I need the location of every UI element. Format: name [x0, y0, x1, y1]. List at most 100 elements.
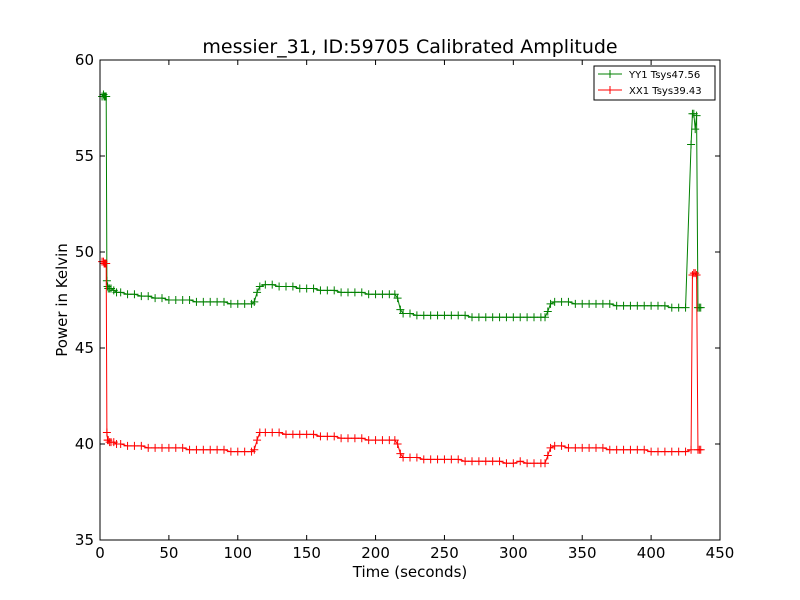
data-point [213, 297, 222, 306]
data-point [233, 299, 242, 308]
data-point [647, 447, 656, 456]
data-point [206, 445, 215, 454]
y-tick-label: 35 [75, 531, 94, 549]
data-point [696, 303, 705, 312]
data-point [412, 453, 421, 462]
data-point [468, 457, 476, 466]
data-point [530, 313, 538, 322]
data-point [371, 436, 380, 445]
x-tick-label: 250 [430, 544, 459, 562]
data-point [164, 443, 173, 452]
data-point [612, 301, 621, 310]
data-point [509, 459, 518, 468]
data-point [454, 311, 463, 320]
data-point [564, 297, 573, 306]
y-tick-label: 45 [75, 339, 94, 357]
data-point [144, 443, 153, 452]
data-point [302, 430, 311, 439]
data-point [185, 296, 194, 304]
data-point [488, 457, 497, 466]
data-point [288, 282, 297, 291]
data-point [647, 301, 656, 310]
data-point [261, 280, 270, 289]
data-point [199, 297, 208, 306]
data-point [592, 299, 600, 308]
data-point [268, 280, 277, 289]
data-point [116, 440, 125, 448]
data-point [585, 299, 594, 308]
data-point [364, 436, 373, 445]
data-point [419, 455, 428, 464]
data-point [626, 445, 635, 454]
data-point [619, 301, 628, 310]
data-point [213, 445, 222, 454]
data-point [123, 290, 132, 299]
data-point [255, 282, 264, 291]
data-point [171, 296, 180, 304]
data-point [350, 288, 359, 297]
legend-swatch-marker [606, 70, 614, 78]
legend-label: YY1 Tsys47.56 [628, 70, 700, 81]
data-point [691, 125, 700, 134]
data-point [302, 284, 311, 293]
x-tick-label: 0 [95, 544, 105, 562]
data-point [598, 299, 607, 308]
y-tick-label: 50 [75, 243, 94, 261]
data-point [158, 443, 166, 452]
data-point [667, 447, 676, 456]
data-point [696, 445, 705, 454]
data-point [516, 313, 525, 322]
data-point [330, 432, 339, 441]
data-point [687, 140, 696, 149]
data-point [633, 445, 642, 454]
data-point [474, 457, 483, 466]
data-point [282, 430, 290, 439]
data-point [393, 440, 402, 448]
data-point [550, 441, 559, 450]
data-point [509, 313, 518, 322]
data-point [261, 428, 270, 437]
data-point [516, 457, 525, 466]
data-point [393, 294, 402, 303]
data-point [151, 443, 160, 452]
data-point [171, 443, 180, 452]
data-point [378, 436, 387, 445]
data-point [350, 434, 359, 443]
data-point [523, 313, 532, 322]
data-point [546, 443, 555, 452]
data-point [674, 447, 683, 456]
x-tick-label: 50 [159, 544, 178, 562]
data-point [495, 457, 504, 466]
data-point [102, 259, 111, 268]
data-point [571, 299, 580, 308]
data-point [406, 453, 414, 462]
data-point [654, 447, 662, 456]
data-point [461, 457, 470, 466]
data-point [426, 311, 435, 320]
data-point [137, 441, 146, 450]
data-point [564, 443, 573, 452]
data-point [316, 432, 325, 441]
data-point [364, 290, 373, 299]
y-tick-label: 40 [75, 435, 94, 453]
data-point [557, 297, 566, 306]
data-point [640, 445, 649, 454]
y-axis-label: Power in Kelvin [53, 243, 71, 357]
data-point [546, 299, 555, 308]
data-point [543, 307, 552, 316]
data-point [406, 309, 414, 318]
series-1 [98, 257, 705, 468]
chart-title: messier_31, ID:59705 Calibrated Amplitud… [202, 36, 617, 58]
x-tick-label: 200 [361, 544, 390, 562]
data-point [102, 428, 111, 437]
data-point [371, 290, 380, 299]
data-point [541, 313, 550, 322]
data-point [130, 290, 139, 299]
data-point [357, 434, 366, 443]
data-point [612, 445, 621, 454]
data-point [158, 294, 166, 303]
x-axis-label: Time (seconds) [352, 563, 468, 581]
data-point [447, 311, 456, 320]
data-point [378, 290, 387, 299]
data-point [151, 294, 160, 303]
